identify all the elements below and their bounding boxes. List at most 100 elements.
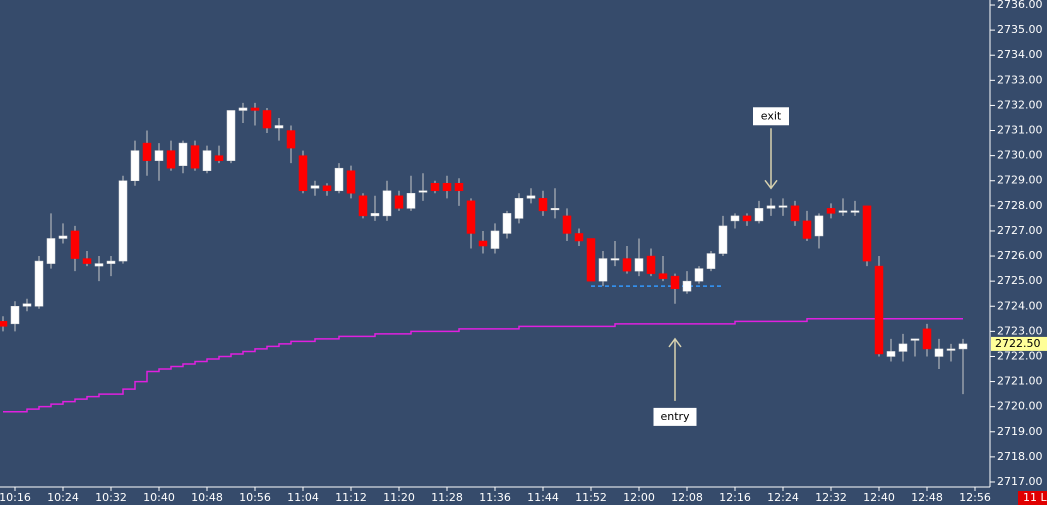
x-tick-label: 11:12 <box>335 491 367 504</box>
x-tick-label: 12:40 <box>863 491 895 504</box>
candle-body <box>22 303 32 307</box>
x-tick-label: 11:28 <box>431 491 463 504</box>
y-tick-label: 2727.00 <box>997 224 1043 237</box>
candle-body <box>178 142 188 166</box>
candle-body <box>646 255 656 274</box>
x-tick-label: 12:56 <box>959 491 991 504</box>
candle-body <box>190 145 200 169</box>
x-tick-label: 12:08 <box>671 491 703 504</box>
candle-body <box>826 208 836 214</box>
candle-body <box>562 215 572 234</box>
candle-body <box>958 343 968 350</box>
candle-body <box>94 263 104 267</box>
candle-body <box>634 258 644 272</box>
x-tick-label: 10:48 <box>191 491 223 504</box>
candle-body <box>610 258 620 261</box>
x-tick-label: 11:36 <box>479 491 511 504</box>
candle-body <box>466 200 476 234</box>
y-tick-label: 2734.00 <box>997 48 1043 61</box>
candle-body <box>166 150 176 169</box>
y-tick-label: 2723.00 <box>997 324 1043 337</box>
y-tick-label: 2722.00 <box>997 349 1043 362</box>
candle-body <box>718 225 728 254</box>
candle-body <box>502 213 512 234</box>
candle-body <box>514 198 524 219</box>
candle-body <box>658 273 668 279</box>
candle-body <box>526 195 536 199</box>
candle-body <box>790 205 800 222</box>
candle-body <box>334 167 344 192</box>
candle-body <box>34 260 44 307</box>
x-tick-label: 12:00 <box>623 491 655 504</box>
y-tick-label: 2731.00 <box>997 124 1043 137</box>
y-tick-label: 2725.00 <box>997 274 1043 287</box>
candle-body <box>58 235 68 239</box>
candle-body <box>370 213 380 217</box>
candle-body <box>442 183 452 192</box>
y-tick-label: 2724.00 <box>997 299 1043 312</box>
last-price-label: 2722.50 <box>995 337 1041 350</box>
candle-body <box>802 220 812 239</box>
x-tick-label: 12:24 <box>767 491 799 504</box>
x-tick-label: 12:16 <box>719 491 751 504</box>
y-tick-label: 2720.00 <box>997 400 1043 413</box>
candle-body <box>754 208 764 222</box>
candle-body <box>730 215 740 222</box>
x-tick-label: 11:04 <box>287 491 319 504</box>
y-tick-label: 2728.00 <box>997 199 1043 212</box>
y-tick-label: 2730.00 <box>997 149 1043 162</box>
annotation-arrowhead <box>668 337 682 348</box>
candle-body <box>0 321 8 327</box>
candle-body <box>238 107 248 111</box>
candle-body <box>574 233 584 242</box>
candle-body <box>298 155 308 192</box>
y-tick-label: 2729.00 <box>997 174 1043 187</box>
x-tick-label: 12:48 <box>911 491 943 504</box>
candle-body <box>922 328 932 350</box>
candle-body <box>262 110 272 129</box>
candle-body <box>874 265 884 355</box>
candle-body <box>310 185 320 189</box>
badge-text: 11 L <box>1023 491 1047 504</box>
x-tick-label: 10:56 <box>239 491 271 504</box>
annotation-box <box>653 407 697 426</box>
candle-body <box>694 268 704 282</box>
annotation-box <box>753 107 789 126</box>
annotation-arrowhead <box>764 179 778 190</box>
candle-body <box>910 338 920 341</box>
x-tick-label: 10:16 <box>0 491 31 504</box>
candle-body <box>82 258 92 264</box>
candle-body <box>322 185 332 192</box>
candle-body <box>10 306 20 325</box>
candle-body <box>898 343 908 352</box>
x-tick-label: 10:32 <box>95 491 127 504</box>
x-tick-label: 11:44 <box>527 491 559 504</box>
candle-body <box>682 280 692 292</box>
last-price-box <box>991 336 1047 351</box>
annotation-text: entry <box>660 410 690 423</box>
candle-body <box>214 155 224 161</box>
candle-body <box>394 195 404 209</box>
annotation-text: exit <box>761 109 782 122</box>
candle-body <box>382 190 392 217</box>
candle-body <box>202 150 212 171</box>
candle-body <box>250 107 260 111</box>
candle-body <box>46 238 56 264</box>
candle-body <box>286 130 296 149</box>
candle-body <box>598 258 608 282</box>
candle-body <box>706 253 716 269</box>
candle-body <box>766 205 776 209</box>
y-tick-label: 2718.00 <box>997 450 1043 463</box>
y-tick-label: 2719.00 <box>997 425 1043 438</box>
x-tick-label: 10:40 <box>143 491 175 504</box>
candle-body <box>406 193 416 209</box>
candle-body <box>778 205 788 208</box>
y-tick-label: 2732.00 <box>997 98 1043 111</box>
y-tick-label: 2721.00 <box>997 375 1043 388</box>
candle-body <box>118 180 128 262</box>
candle-body <box>850 210 860 213</box>
y-tick-label: 2735.00 <box>997 23 1043 36</box>
